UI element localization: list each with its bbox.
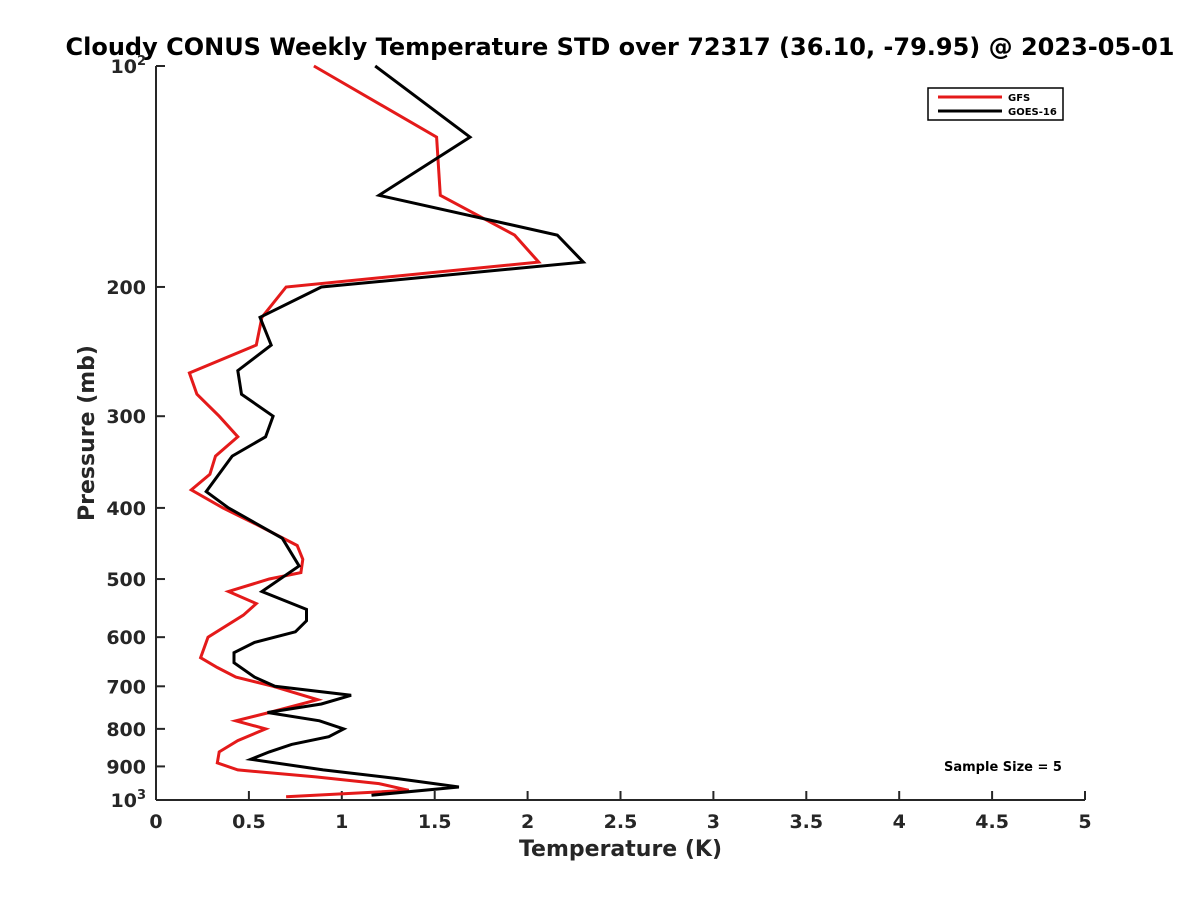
y-tick-label: 700 [106,676,146,698]
x-tick-label: 4.5 [975,811,1009,833]
chart-title: Cloudy CONUS Weekly Temperature STD over… [66,33,1175,61]
series-line-goes-16 [204,64,587,797]
axes-group: 0 0.5 1 1.5 2 2.5 3 3.5 4 4.5 5 102 200 300 400 500 600 7… [106,54,1091,833]
x-tick-label: 0 [149,811,162,833]
legend-label: GFS [1008,93,1030,104]
y-tick-label: 500 [106,569,146,591]
y-tick-label: 200 [106,277,146,299]
series-line-gfs [187,64,542,799]
x-tick-label: 2.5 [604,811,638,833]
y-tick-label: 103 [111,788,147,812]
x-tick-label: 0.5 [232,811,266,833]
legend-label: GOES-16 [1008,107,1057,118]
legend-box [927,87,1064,121]
x-axis-label: Temperature (K) [519,837,722,862]
x-tick-label: 2 [521,811,534,833]
y-tick-label: 600 [106,627,146,649]
y-axis-label: Pressure (mb) [75,345,100,521]
y-tick-label: 800 [106,719,146,741]
x-tick-label: 1 [335,811,348,833]
x-tick-label: 4 [893,811,906,833]
x-tick-label: 3.5 [789,811,823,833]
series-layer [187,64,587,799]
legend: GFS GOES-16 [927,87,1064,121]
x-tick-label: 3 [707,811,720,833]
y-tick-label: 300 [106,406,146,428]
sample-size-annotation: Sample Size = 5 [944,760,1062,775]
y-tick-label: 900 [106,756,146,778]
y-tick-label: 400 [106,498,146,520]
y-tick-label: 102 [111,54,147,78]
x-tick-label: 1.5 [418,811,452,833]
x-tick-label: 5 [1078,811,1091,833]
